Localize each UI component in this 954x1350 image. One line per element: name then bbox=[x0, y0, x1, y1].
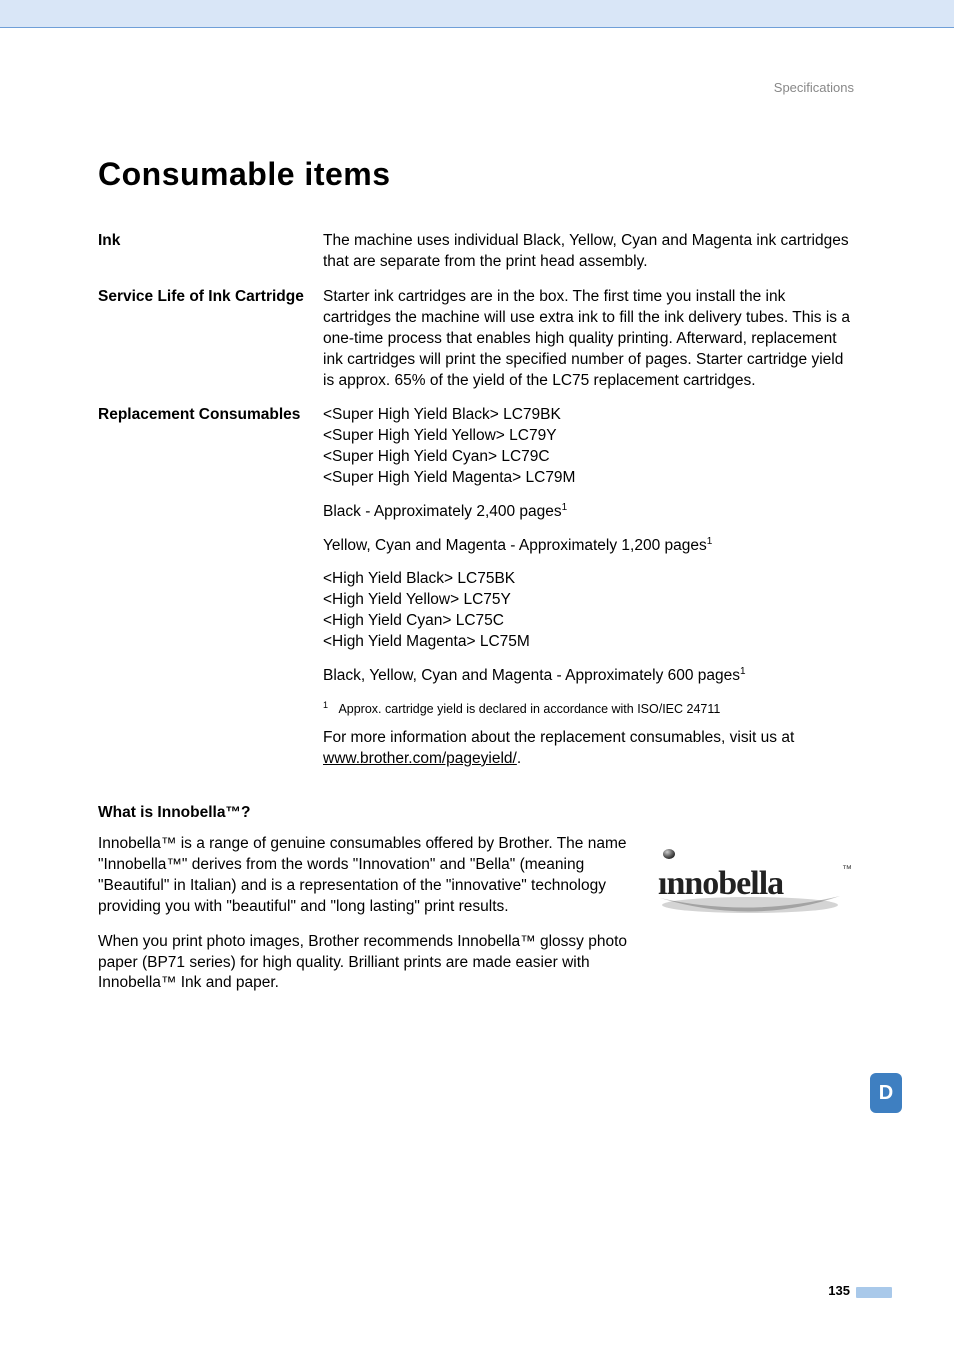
spec-label-replacement: Replacement Consumables bbox=[98, 405, 323, 426]
innobella-logo: ınnobella ™ bbox=[658, 834, 858, 920]
what-is-heading: What is Innobella™? bbox=[98, 804, 856, 822]
page-header-label: Specifications bbox=[774, 80, 854, 95]
spec-row-service-life: Service Life of Ink Cartridge Starter in… bbox=[98, 287, 856, 392]
page-bar-icon bbox=[856, 1287, 892, 1298]
spec-value-ink: The machine uses individual Black, Yello… bbox=[323, 231, 856, 273]
more-info-post: . bbox=[517, 750, 521, 767]
more-info-pre: For more information about the replaceme… bbox=[323, 729, 794, 746]
hy-black: <High Yield Black> LC75BK bbox=[323, 569, 856, 590]
page-title: Consumable items bbox=[98, 156, 856, 193]
spec-value-service-life: Starter ink cartridges are in the box. T… bbox=[323, 287, 856, 392]
footnote-ref: 1 bbox=[562, 502, 568, 513]
spec-label-service-life: Service Life of Ink Cartridge bbox=[98, 287, 323, 308]
what-is-p2: When you print photo images, Brother rec… bbox=[98, 932, 638, 995]
shy-cyan: <Super High Yield Cyan> LC79C bbox=[323, 447, 856, 468]
more-info: For more information about the replaceme… bbox=[323, 728, 856, 770]
what-is-body: Innobella™ is a range of genuine consuma… bbox=[98, 834, 856, 1008]
innobella-logo-icon: ınnobella ™ bbox=[658, 840, 858, 920]
side-tab: D bbox=[870, 1073, 902, 1113]
super-color-yield: Yellow, Cyan and Magenta - Approximately… bbox=[323, 535, 856, 557]
what-is-p1: Innobella™ is a range of genuine consuma… bbox=[98, 834, 638, 918]
spec-value-replacement: <Super High Yield Black> LC79BK <Super H… bbox=[323, 405, 856, 769]
super-color-yield-text: Yellow, Cyan and Magenta - Approximately… bbox=[323, 537, 707, 554]
footnote: 1 Approx. cartridge yield is declared in… bbox=[323, 699, 856, 718]
footnote-num: 1 bbox=[323, 700, 328, 710]
spec-label-ink: Ink bbox=[98, 231, 323, 252]
content: Consumable items Ink The machine uses in… bbox=[0, 28, 954, 1008]
svg-text:ınnobella: ınnobella bbox=[658, 865, 784, 902]
footnote-ref: 1 bbox=[740, 666, 746, 677]
more-info-link[interactable]: www.brother.com/pageyield/ bbox=[323, 750, 517, 767]
hy-cyan: <High Yield Cyan> LC75C bbox=[323, 611, 856, 632]
what-is-section: What is Innobella™? Innobella™ is a rang… bbox=[98, 804, 856, 1008]
super-black-yield: Black - Approximately 2,400 pages1 bbox=[323, 501, 856, 523]
top-bar bbox=[0, 0, 954, 28]
high-list: <High Yield Black> LC75BK <High Yield Ye… bbox=[323, 569, 856, 653]
hy-yellow: <High Yield Yellow> LC75Y bbox=[323, 590, 856, 611]
page-number-wrap: 135 bbox=[828, 1283, 892, 1298]
page-number: 135 bbox=[828, 1283, 850, 1298]
what-is-text: Innobella™ is a range of genuine consuma… bbox=[98, 834, 638, 1008]
spec-row-replacement: Replacement Consumables <Super High Yiel… bbox=[98, 405, 856, 769]
high-yield: Black, Yellow, Cyan and Magenta - Approx… bbox=[323, 665, 856, 687]
footnote-text: Approx. cartridge yield is declared in a… bbox=[338, 702, 720, 716]
super-high-list: <Super High Yield Black> LC79BK <Super H… bbox=[323, 405, 856, 489]
svg-text:™: ™ bbox=[842, 864, 852, 875]
footnote-ref: 1 bbox=[707, 536, 713, 547]
high-yield-text: Black, Yellow, Cyan and Magenta - Approx… bbox=[323, 667, 740, 684]
spec-row-ink: Ink The machine uses individual Black, Y… bbox=[98, 231, 856, 273]
shy-black: <Super High Yield Black> LC79BK bbox=[323, 405, 856, 426]
shy-magenta: <Super High Yield Magenta> LC79M bbox=[323, 468, 856, 489]
shy-yellow: <Super High Yield Yellow> LC79Y bbox=[323, 426, 856, 447]
hy-magenta: <High Yield Magenta> LC75M bbox=[323, 632, 856, 653]
super-black-yield-text: Black - Approximately 2,400 pages bbox=[323, 503, 562, 520]
